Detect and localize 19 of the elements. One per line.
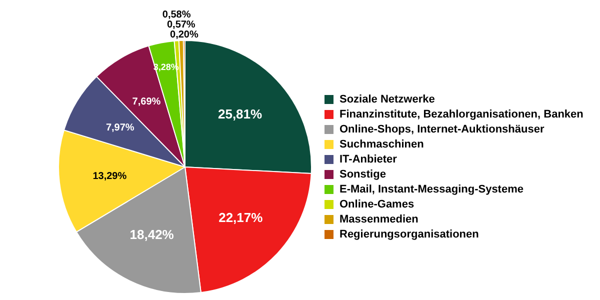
data-label: 0,58%	[162, 10, 191, 21]
data-label: 13,29%	[92, 170, 127, 182]
legend-label: Sonstige	[340, 168, 386, 181]
legend-label: Suchmaschinen	[340, 138, 424, 151]
legend-label: IT-Anbieter	[340, 154, 398, 166]
legend-label: Online-Games	[340, 198, 414, 211]
data-label: 0,20%	[170, 29, 198, 40]
data-label: 0,57%	[166, 19, 196, 30]
legend-label: Regierungsorganisationen	[340, 228, 480, 241]
legend-label: Online-Shops, Internet-Auktionshäuser	[340, 124, 545, 136]
legend-label: Massenmedien	[340, 214, 419, 226]
data-label: 7,97%	[106, 122, 134, 134]
data-label: 25,81%	[218, 106, 263, 122]
legend-label: Finanzinstitute, Bezahlorganisationen, Banken	[340, 108, 584, 121]
data-label: 22,17%	[218, 210, 264, 226]
legend-label: Soziale Netzwerke	[340, 94, 435, 106]
data-label: 18,42%	[130, 226, 174, 242]
data-label: 7,69%	[132, 96, 161, 108]
legend-label: E-Mail, Instant-Messaging-Systeme	[340, 184, 524, 196]
